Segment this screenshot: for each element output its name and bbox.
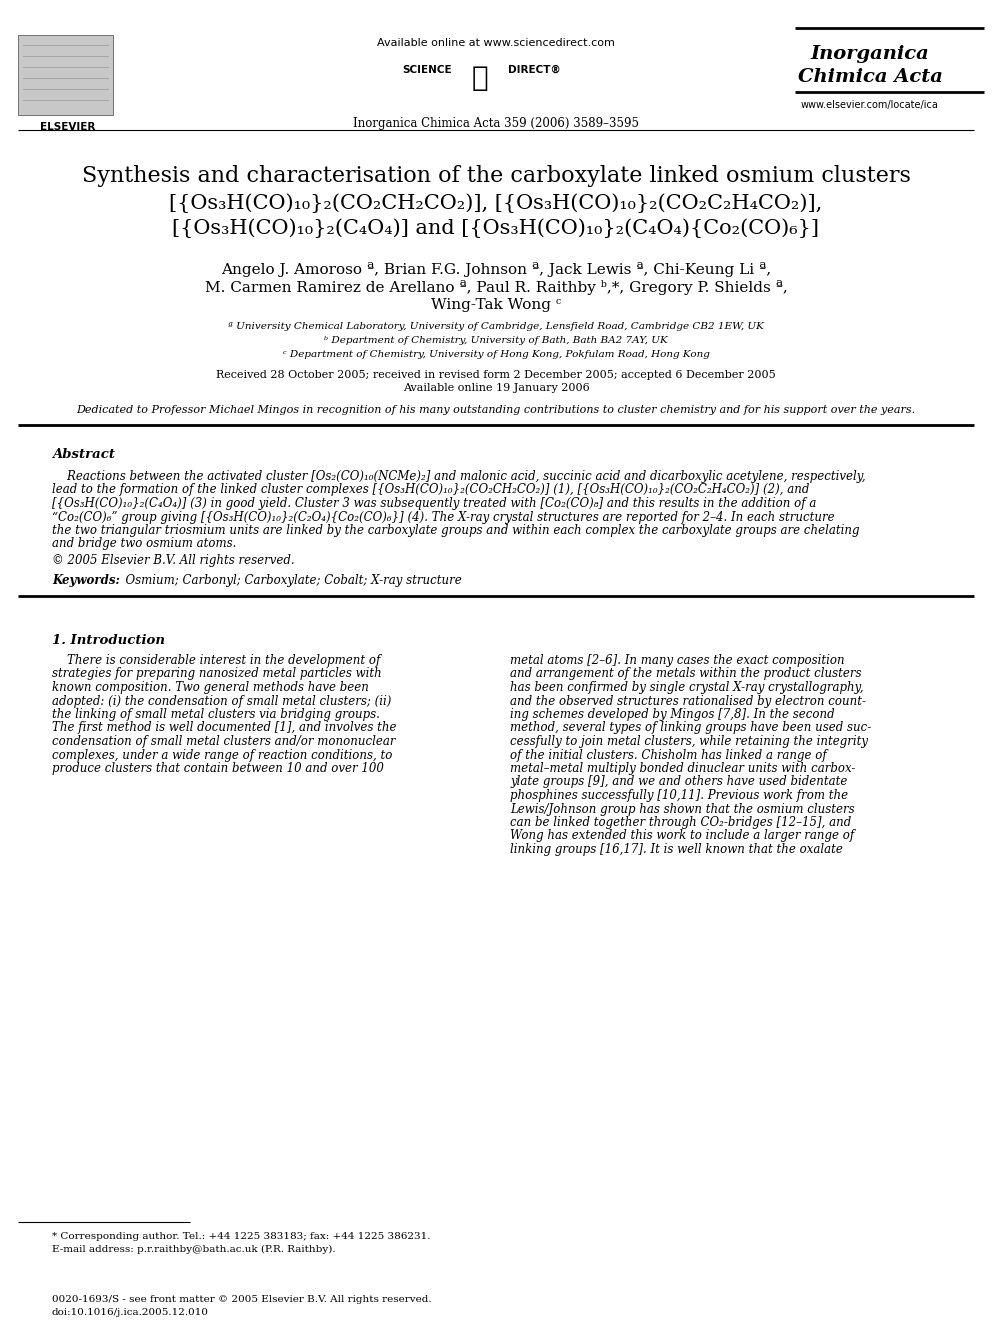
Text: complexes, under a wide range of reaction conditions, to: complexes, under a wide range of reactio… [52, 749, 393, 762]
Text: and arrangement of the metals within the product clusters: and arrangement of the metals within the… [510, 668, 861, 680]
Text: the linking of small metal clusters via bridging groups.: the linking of small metal clusters via … [52, 708, 380, 721]
Text: 1. Introduction: 1. Introduction [52, 634, 165, 647]
Text: Reactions between the activated cluster [Os₂(CO)₁₀(NCMe)₂] and malonic acid, suc: Reactions between the activated cluster … [52, 470, 866, 483]
Text: condensation of small metal clusters and/or mononuclear: condensation of small metal clusters and… [52, 736, 396, 747]
Text: Osmium; Carbonyl; Carboxylate; Cobalt; X-ray structure: Osmium; Carbonyl; Carboxylate; Cobalt; X… [118, 574, 461, 587]
Text: E-mail address: p.r.raithby@bath.ac.uk (P.R. Raithby).: E-mail address: p.r.raithby@bath.ac.uk (… [52, 1245, 335, 1254]
Text: of the initial clusters. Chisholm has linked a range of: of the initial clusters. Chisholm has li… [510, 749, 826, 762]
Text: phosphines successfully [10,11]. Previous work from the: phosphines successfully [10,11]. Previou… [510, 789, 848, 802]
Text: Dedicated to Professor Michael Mingos in recognition of his many outstanding con: Dedicated to Professor Michael Mingos in… [76, 405, 916, 415]
Text: “Co₂(CO)₆” group giving [{Os₃H(CO)₁₀}₂(C₂O₄){Co₂(CO)₆}] (4). The X-ray crystal s: “Co₂(CO)₆” group giving [{Os₃H(CO)₁₀}₂(C… [52, 511, 834, 524]
Text: Abstract: Abstract [52, 448, 115, 460]
Text: © 2005 Elsevier B.V. All rights reserved.: © 2005 Elsevier B.V. All rights reserved… [52, 554, 295, 568]
Text: can be linked together through CO₂-bridges [12–15], and: can be linked together through CO₂-bridg… [510, 816, 851, 830]
Text: linking groups [16,17]. It is well known that the oxalate: linking groups [16,17]. It is well known… [510, 843, 843, 856]
Text: strategies for preparing nanosized metal particles with: strategies for preparing nanosized metal… [52, 668, 382, 680]
Text: adopted: (i) the condensation of small metal clusters; (ii): adopted: (i) the condensation of small m… [52, 695, 392, 708]
Text: DIRECT®: DIRECT® [508, 65, 560, 75]
Text: Wing-Tak Wong ᶜ: Wing-Tak Wong ᶜ [431, 298, 561, 312]
Text: Synthesis and characterisation of the carboxylate linked osmium clusters: Synthesis and characterisation of the ca… [81, 165, 911, 187]
Text: Lewis/Johnson group has shown that the osmium clusters: Lewis/Johnson group has shown that the o… [510, 803, 855, 815]
Text: Available online at www.sciencedirect.com: Available online at www.sciencedirect.co… [377, 38, 615, 48]
Text: The first method is well documented [1], and involves the: The first method is well documented [1],… [52, 721, 397, 734]
Text: the two triangular triosmium units are linked by the carboxylate groups and with: the two triangular triosmium units are l… [52, 524, 859, 537]
Text: metal–metal multiply bonded dinuclear units with carbox-: metal–metal multiply bonded dinuclear un… [510, 762, 855, 775]
Text: Keywords:: Keywords: [52, 574, 120, 587]
Text: method, several types of linking groups have been used suc-: method, several types of linking groups … [510, 721, 871, 734]
Text: has been confirmed by single crystal X-ray crystallography,: has been confirmed by single crystal X-r… [510, 681, 863, 695]
Text: Received 28 October 2005; received in revised form 2 December 2005; accepted 6 D: Received 28 October 2005; received in re… [216, 370, 776, 380]
Text: Inorganica Chimica Acta 359 (2006) 3589–3595: Inorganica Chimica Acta 359 (2006) 3589–… [353, 116, 639, 130]
Text: ELSEVIER: ELSEVIER [41, 122, 95, 132]
Text: produce clusters that contain between 10 and over 100: produce clusters that contain between 10… [52, 762, 384, 775]
Text: doi:10.1016/j.ica.2005.12.010: doi:10.1016/j.ica.2005.12.010 [52, 1308, 209, 1316]
Text: [{Os₃H(CO)₁₀}₂(CO₂CH₂CO₂)], [{Os₃H(CO)₁₀}₂(CO₂C₂H₄CO₂)],: [{Os₃H(CO)₁₀}₂(CO₂CH₂CO₂)], [{Os₃H(CO)₁₀… [170, 193, 822, 213]
Text: M. Carmen Ramirez de Arellano ª, Paul R. Raithby ᵇ,*, Gregory P. Shields ª,: M. Carmen Ramirez de Arellano ª, Paul R.… [204, 280, 788, 295]
Text: There is considerable interest in the development of: There is considerable interest in the de… [52, 654, 380, 667]
Text: ᵇ Department of Chemistry, University of Bath, Bath BA2 7AY, UK: ᵇ Department of Chemistry, University of… [324, 336, 668, 345]
Text: known composition. Two general methods have been: known composition. Two general methods h… [52, 681, 369, 695]
Text: [{Os₃H(CO)₁₀}₂(C₄O₄)] (3) in good yield. Cluster 3 was subsequently treated with: [{Os₃H(CO)₁₀}₂(C₄O₄)] (3) in good yield.… [52, 497, 816, 509]
Text: cessfully to join metal clusters, while retaining the integrity: cessfully to join metal clusters, while … [510, 736, 868, 747]
Text: 0020-1693/S - see front matter © 2005 Elsevier B.V. All rights reserved.: 0020-1693/S - see front matter © 2005 El… [52, 1295, 432, 1304]
Text: * Corresponding author. Tel.: +44 1225 383183; fax: +44 1225 386231.: * Corresponding author. Tel.: +44 1225 3… [52, 1232, 431, 1241]
Text: metal atoms [2–6]. In many cases the exact composition: metal atoms [2–6]. In many cases the exa… [510, 654, 844, 667]
Text: Chimica Acta: Chimica Acta [798, 67, 942, 86]
Text: Angelo J. Amoroso ª, Brian F.G. Johnson ª, Jack Lewis ª, Chi-Keung Li ª,: Angelo J. Amoroso ª, Brian F.G. Johnson … [221, 262, 771, 277]
Text: ⓐ: ⓐ [471, 64, 488, 93]
Text: ᶜ Department of Chemistry, University of Hong Kong, Pokfulam Road, Hong Kong: ᶜ Department of Chemistry, University of… [283, 351, 709, 359]
Bar [18, 34, 113, 115]
Text: ing schemes developed by Mingos [7,8]. In the second: ing schemes developed by Mingos [7,8]. I… [510, 708, 834, 721]
Text: SCIENCE: SCIENCE [403, 65, 452, 75]
Text: [{Os₃H(CO)₁₀}₂(C₄O₄)] and [{Os₃H(CO)₁₀}₂(C₄O₄){Co₂(CO)₆}]: [{Os₃H(CO)₁₀}₂(C₄O₄)] and [{Os₃H(CO)₁₀}₂… [173, 218, 819, 238]
Text: and the observed structures rationalised by electron count-: and the observed structures rationalised… [510, 695, 866, 708]
Text: www.elsevier.com/locate/ica: www.elsevier.com/locate/ica [802, 101, 939, 110]
Text: Wong has extended this work to include a larger range of: Wong has extended this work to include a… [510, 830, 854, 843]
Text: Available online 19 January 2006: Available online 19 January 2006 [403, 382, 589, 393]
Text: ylate groups [9], and we and others have used bidentate: ylate groups [9], and we and others have… [510, 775, 847, 789]
Text: lead to the formation of the linked cluster complexes [{Os₃H(CO)₁₀}₂(CO₂CH₂CO₂)]: lead to the formation of the linked clus… [52, 483, 809, 496]
Text: and bridge two osmium atoms.: and bridge two osmium atoms. [52, 537, 236, 550]
Text: Inorganica: Inorganica [810, 45, 930, 64]
Text: ª University Chemical Laboratory, University of Cambridge, Lensfield Road, Cambr: ª University Chemical Laboratory, Univer… [228, 321, 764, 331]
